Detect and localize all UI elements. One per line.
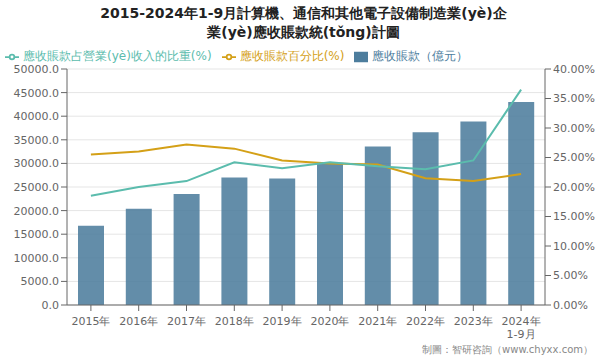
svg-text:30000.0: 30000.0 bbox=[14, 157, 60, 170]
svg-text:2021年: 2021年 bbox=[358, 315, 397, 328]
svg-text:5000.0: 5000.0 bbox=[21, 275, 60, 288]
svg-text:20000.0: 20000.0 bbox=[14, 205, 60, 218]
svg-text:2018年: 2018年 bbox=[215, 315, 254, 328]
html-text:2015-2024年1-9月計算機、通信和其他電子設備制造業: 2015-2024年1-9月計算機、通信和其他電子設備制造業(yè)企 bbox=[100, 5, 507, 21]
svg-text:35000.0: 35000.0 bbox=[14, 134, 60, 147]
svg-text:10000.0: 10000.0 bbox=[14, 252, 60, 265]
html-text:應收賬款（億元）: 應收賬款（億元） bbox=[372, 49, 469, 63]
svg-text:40000.0: 40000.0 bbox=[14, 110, 60, 123]
svg-text:2020年: 2020年 bbox=[310, 315, 349, 328]
svg-text:2022年: 2022年 bbox=[406, 315, 445, 328]
svg-text:10.00%: 10.00% bbox=[553, 240, 595, 253]
html-text:應收賬款百分比(%): 應收賬款百分比(%) bbox=[239, 49, 345, 63]
svg-text:2024年1-9月: 2024年1-9月 bbox=[502, 315, 541, 341]
svg-text:25.00%: 25.00% bbox=[553, 151, 595, 164]
svg-text:5.00%: 5.00% bbox=[553, 269, 588, 282]
svg-text:2023年: 2023年 bbox=[454, 315, 493, 328]
svg-text:45000.0: 45000.0 bbox=[14, 87, 60, 100]
svg-text:2017年: 2017年 bbox=[167, 315, 206, 328]
svg-text:2015年: 2015年 bbox=[71, 315, 110, 328]
svg-text:2019年: 2019年 bbox=[263, 315, 302, 328]
svg-text:15000.0: 15000.0 bbox=[14, 228, 60, 241]
svg-text:50000.0: 50000.0 bbox=[14, 63, 60, 76]
svg-text:35.00%: 35.00% bbox=[553, 92, 595, 105]
svg-text:30.00%: 30.00% bbox=[553, 122, 595, 135]
html-text:業(yè)應收賬款統(tǒng)計圖: 業(yè)應收賬款統(tǒng)計圖 bbox=[207, 24, 400, 40]
svg-text:20.00%: 20.00% bbox=[553, 181, 595, 194]
svg-text:40.00%: 40.00% bbox=[553, 63, 595, 76]
html-text:應收賬款占營業(yè)收入的比重(%): 應收賬款占營業(yè)收入的比重(%) bbox=[23, 49, 212, 63]
svg-text:0.00%: 0.00% bbox=[553, 299, 588, 312]
svg-text:0.0: 0.0 bbox=[42, 299, 60, 312]
svg-text:25000.0: 25000.0 bbox=[14, 181, 60, 194]
html-text:制圖：智研咨詢（www.chyxx.com）: 制圖：智研咨詢（www.chyxx.com） bbox=[422, 344, 593, 355]
svg-text:2016年: 2016年 bbox=[119, 315, 158, 328]
svg-text:15.00%: 15.00% bbox=[553, 210, 595, 223]
